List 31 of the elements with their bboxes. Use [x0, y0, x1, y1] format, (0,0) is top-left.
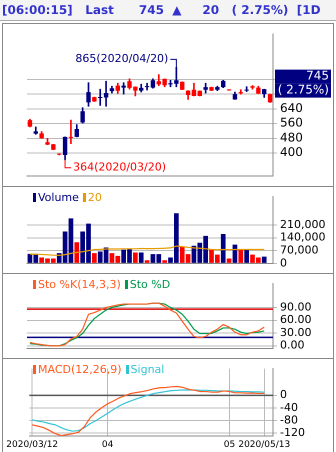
- y-tick-label: 560: [280, 116, 303, 130]
- y-tick-label: 0: [280, 388, 287, 402]
- y-tick-label: 0.00: [280, 338, 304, 352]
- annotation: 364(2020/03/20): [73, 160, 166, 174]
- y-tick-label: -80: [280, 413, 298, 426]
- x-tick-label: 04: [102, 440, 114, 450]
- y-tick-label: 90.00: [280, 300, 312, 314]
- y-tick-label: 0: [280, 256, 287, 270]
- legend-label: Volume: [38, 191, 79, 204]
- text: ( 2.75%): [278, 82, 329, 97]
- text: 745: [306, 68, 329, 83]
- x-tick-label: 2020/03/12: [6, 440, 58, 450]
- legend-label: MACD(12,26,9): [38, 363, 122, 376]
- y-tick-label: 30.00: [280, 326, 312, 339]
- x-tick-label: 2020/05/13: [238, 440, 290, 450]
- legend-label: Signal: [130, 363, 164, 376]
- y-tick-label: 140,000: [280, 230, 326, 244]
- x-tick-label: 05: [224, 440, 236, 450]
- y-tick-label: 640: [280, 100, 303, 115]
- y-tick-label: 480: [280, 130, 303, 144]
- y-tick-label: 400: [280, 145, 303, 160]
- annotation: 865(2020/04/20): [75, 52, 168, 66]
- legend-label: 20: [88, 191, 102, 204]
- legend-label: Sto %K(14,3,3): [38, 278, 121, 291]
- legend-label: Sto %D: [130, 278, 170, 291]
- y-tick-label: 210,000: [280, 218, 326, 231]
- y-tick-label: 70,000: [280, 243, 318, 256]
- y-tick-label: -120: [280, 426, 305, 439]
- y-tick-label: -40: [280, 400, 298, 414]
- y-tick-label: 60.00: [280, 313, 312, 326]
- chart-title: [06:00:15] Last 745 ▲ 20 ( 2.75%) [1D: [0, 0, 336, 21]
